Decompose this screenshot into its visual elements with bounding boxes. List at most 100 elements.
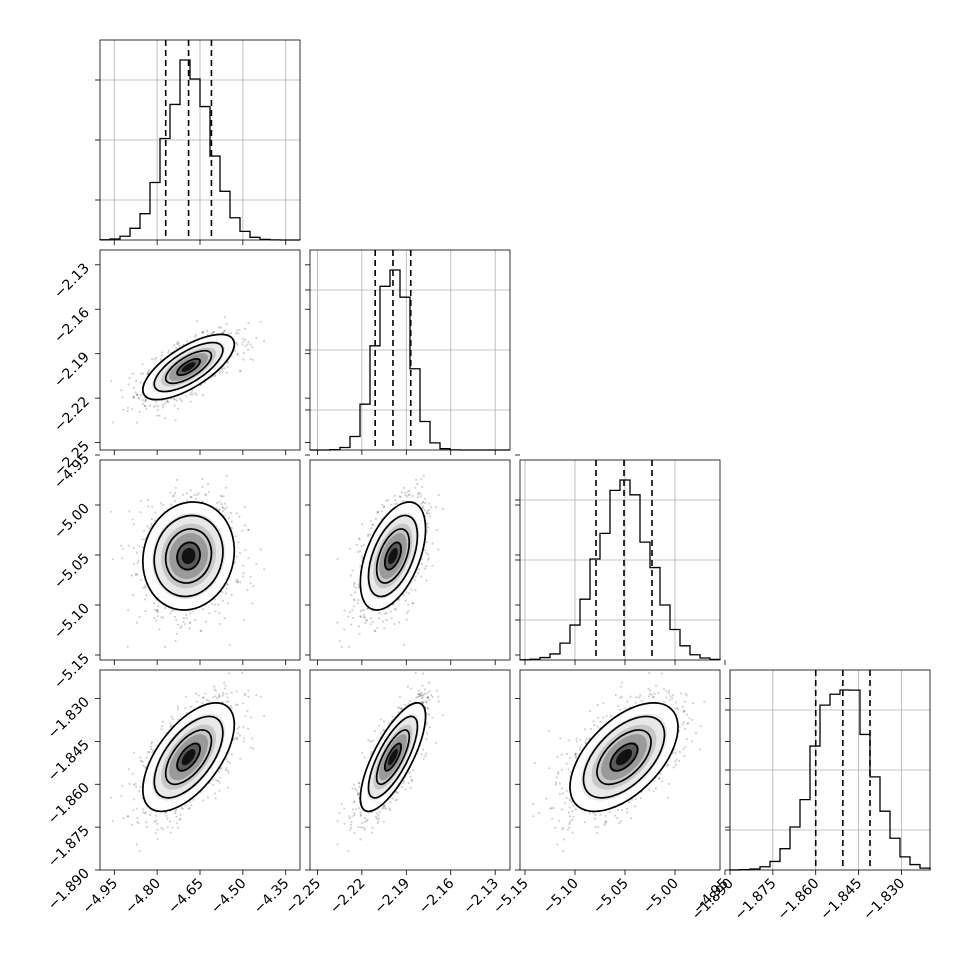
sample-point — [226, 696, 229, 699]
sample-point — [179, 626, 182, 629]
sample-point — [223, 507, 226, 511]
sample-point — [144, 398, 147, 401]
sample-point — [249, 343, 252, 346]
sample-point — [139, 578, 142, 582]
sample-point — [383, 612, 386, 615]
sample-point — [173, 404, 176, 407]
sample-point — [243, 352, 246, 355]
sample-point — [369, 519, 372, 522]
sample-point — [355, 543, 358, 547]
sample-point — [247, 689, 250, 692]
sample-point — [132, 783, 135, 786]
sample-point — [431, 564, 434, 567]
sample-point — [420, 557, 424, 560]
sample-point — [224, 687, 227, 690]
sample-point — [366, 535, 370, 538]
sample-point — [154, 358, 157, 361]
sample-point — [213, 603, 216, 606]
sample-point — [221, 505, 224, 509]
sample-point — [246, 343, 249, 346]
sample-point — [144, 586, 147, 589]
sample-point — [186, 492, 189, 495]
sample-point — [151, 358, 154, 361]
sample-point — [126, 410, 129, 413]
sample-point — [157, 605, 160, 608]
sample-point — [381, 503, 384, 506]
sample-point — [177, 623, 180, 626]
sample-point — [421, 563, 424, 566]
sample-point — [160, 728, 163, 731]
sample-point — [242, 702, 245, 705]
sample-point — [132, 395, 135, 398]
sample-point — [425, 541, 428, 544]
sample-point — [405, 612, 408, 615]
sample-point — [127, 768, 130, 771]
sample-point — [202, 331, 205, 334]
sample-point — [230, 520, 233, 523]
sample-point — [361, 609, 364, 612]
sample-point — [255, 563, 258, 566]
sample-point — [174, 812, 177, 815]
sample-point — [179, 398, 182, 401]
sample-point — [249, 575, 252, 578]
sample-point — [217, 326, 220, 329]
density-level — [181, 362, 196, 372]
sample-point — [157, 405, 160, 408]
panel-content — [336, 474, 444, 649]
sample-point — [359, 610, 362, 613]
sample-point — [408, 489, 411, 492]
sample-point — [363, 613, 366, 617]
sample-point — [156, 408, 159, 412]
sample-point — [130, 574, 133, 577]
sample-point — [383, 627, 386, 630]
sample-point — [175, 342, 179, 345]
sample-point — [224, 592, 228, 595]
sample-point — [425, 564, 428, 568]
sample-point — [236, 344, 239, 347]
sample-point — [138, 545, 141, 548]
sample-point — [127, 406, 130, 409]
sample-point — [393, 608, 396, 611]
sample-point — [230, 753, 233, 756]
sample-point — [190, 391, 193, 394]
contour-line — [142, 501, 236, 611]
sample-point — [170, 503, 173, 506]
scatter-panel-3-1 — [99, 459, 301, 661]
sample-point — [202, 330, 205, 334]
sample-point — [359, 615, 362, 619]
sample-point — [144, 405, 147, 408]
sample-point — [173, 397, 176, 400]
sample-point — [361, 523, 364, 526]
sample-point — [225, 474, 228, 477]
sample-point — [221, 591, 224, 594]
sample-point — [426, 522, 429, 525]
sample-point — [417, 493, 420, 496]
sample-point — [356, 602, 360, 605]
sample-point — [169, 725, 172, 729]
sample-point — [171, 826, 174, 829]
sample-point — [189, 612, 192, 615]
sample-point — [193, 493, 196, 496]
sample-point — [161, 406, 164, 409]
contour-line — [153, 514, 224, 598]
sample-point — [221, 599, 224, 602]
sample-point — [235, 555, 238, 558]
sample-point — [155, 356, 158, 359]
sample-point — [263, 568, 266, 571]
sample-point — [186, 499, 189, 502]
sample-point — [135, 421, 138, 424]
sample-point — [174, 486, 177, 489]
sample-point — [141, 546, 144, 549]
sample-point — [156, 609, 159, 612]
sample-point — [350, 594, 353, 597]
sample-point — [212, 783, 215, 786]
sample-point — [235, 579, 238, 582]
contour-line — [176, 541, 201, 571]
sample-point — [177, 342, 180, 345]
sample-point — [132, 523, 135, 526]
sample-point — [410, 588, 413, 591]
sample-point — [194, 618, 197, 622]
sample-point — [155, 619, 158, 622]
sample-point — [127, 815, 130, 818]
sample-point — [144, 598, 147, 601]
